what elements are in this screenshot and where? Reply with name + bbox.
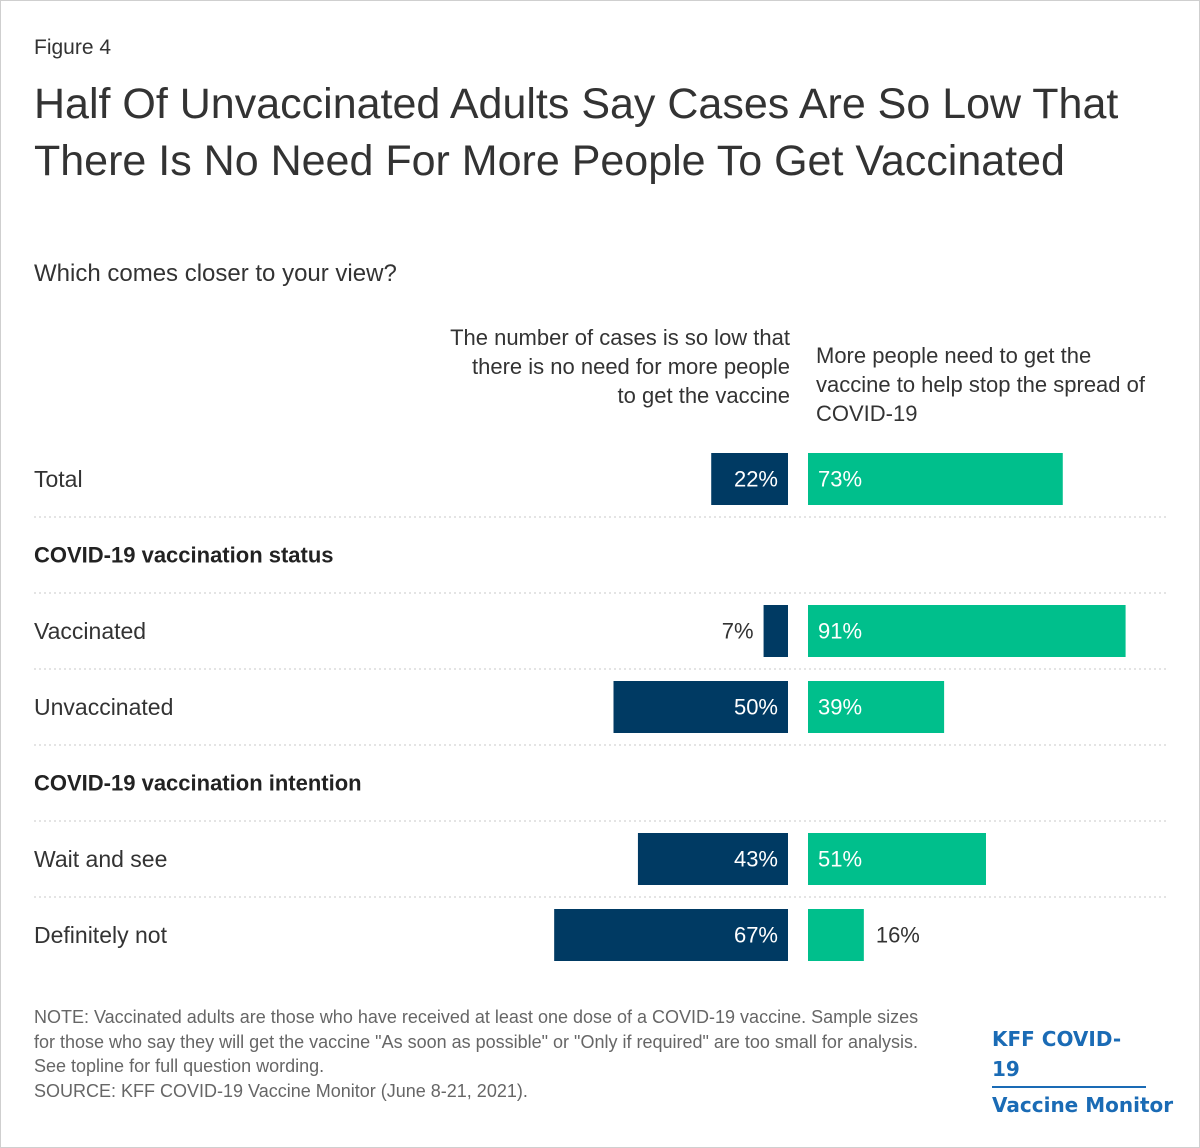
- bar-right-vaccinated: [808, 605, 1126, 657]
- value-right-vaccinated: 91%: [818, 619, 862, 644]
- logo-line-1: KFF COVID-19: [992, 1024, 1146, 1088]
- source-text: SOURCE: KFF COVID-19 Vaccine Monitor (Ju…: [34, 1080, 528, 1101]
- group-header-covid-19-vaccination-status: COVID-19 vaccination status: [34, 543, 334, 568]
- value-left-wait-and-see: 43%: [734, 847, 778, 872]
- value-left-vaccinated: 7%: [722, 619, 754, 644]
- figure-label: Figure 4: [34, 36, 112, 59]
- value-left-total: 22%: [734, 467, 778, 492]
- value-left-definitely-not: 67%: [734, 923, 778, 948]
- bar-right-wait-and-see: [808, 833, 986, 885]
- footnote: NOTE: Vaccinated adults are those who ha…: [34, 1005, 934, 1103]
- group-header-covid-19-vaccination-intention: COVID-19 vaccination intention: [34, 771, 362, 796]
- bar-right-unvaccinated: [808, 681, 945, 733]
- value-right-wait-and-see: 51%: [818, 847, 862, 872]
- row-label-wait-and-see: Wait and see: [34, 846, 167, 872]
- value-right-unvaccinated: 39%: [818, 695, 862, 720]
- bar-left-definitely-not: [554, 909, 788, 961]
- value-right-definitely-not: 16%: [876, 923, 920, 948]
- bar-left-total: [711, 453, 788, 505]
- bar-left-wait-and-see: [637, 833, 788, 885]
- legend-left-series: The number of cases is so low that there…: [450, 325, 790, 408]
- row-label-total: Total: [34, 466, 83, 492]
- row-label-unvaccinated: Unvaccinated: [34, 694, 173, 720]
- value-left-unvaccinated: 50%: [734, 695, 778, 720]
- legend-right-series: More people need to get the vaccine to h…: [816, 343, 1145, 426]
- bar-right-definitely-not: [808, 909, 864, 961]
- bar-right-total: [808, 453, 1063, 505]
- row-label-vaccinated: Vaccinated: [34, 618, 146, 644]
- bar-left-unvaccinated: [613, 681, 788, 733]
- value-right-total: 73%: [818, 467, 862, 492]
- logo-line-2: Vaccine Monitor: [992, 1093, 1174, 1117]
- bar-left-vaccinated: [763, 605, 788, 657]
- kff-logo: KFF COVID-19 Vaccine Monitor: [992, 1024, 1173, 1120]
- chart-title: Half Of Unvaccinated Adults Say Cases Ar…: [34, 80, 1119, 185]
- row-label-definitely-not: Definitely not: [34, 922, 168, 948]
- note-text: NOTE: Vaccinated adults are those who ha…: [34, 1007, 919, 1076]
- chart-subtitle: Which comes closer to your view?: [34, 260, 397, 287]
